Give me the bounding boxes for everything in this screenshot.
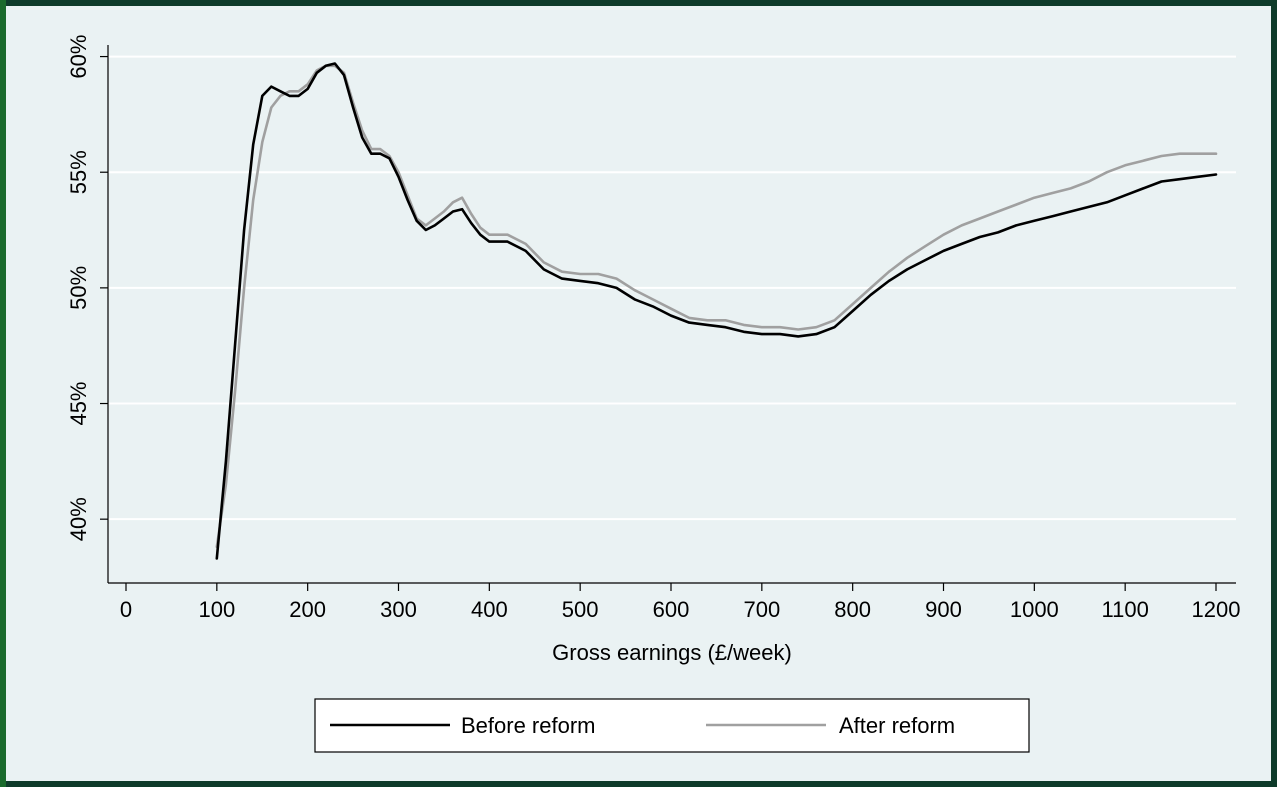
x-tick-label: 1200 — [1192, 597, 1241, 622]
legend-label: After reform — [839, 713, 955, 738]
x-axis-title: Gross earnings (£/week) — [552, 640, 792, 665]
y-tick-label: 45% — [66, 381, 91, 425]
line-chart: 40% 45% 50% 55% 60% 0 100 200 300 400 500 600 700 800… — [66, 35, 1240, 753]
x-tick-label: 1100 — [1102, 597, 1149, 622]
axes: 40% 45% 50% 55% 60% 0 100 200 300 400 500 600 700 800… — [66, 35, 1240, 622]
x-tick-label: 0 — [120, 597, 132, 622]
green-edge-stripe — [0, 0, 6, 787]
x-tick-label: 700 — [743, 597, 780, 622]
plot-area — [108, 45, 1236, 577]
y-tick-label: 55% — [66, 150, 91, 194]
x-tick-label: 500 — [562, 597, 599, 622]
y-tick-label: 50% — [66, 266, 91, 310]
x-tick-label: 400 — [471, 597, 508, 622]
y-tick-label: 60% — [66, 35, 91, 79]
x-tick-label: 1000 — [1010, 597, 1059, 622]
x-tick-label: 200 — [289, 597, 326, 622]
x-tick-label: 900 — [925, 597, 962, 622]
y-tick-label: 40% — [66, 497, 91, 541]
gridlines — [108, 55, 1236, 521]
x-tick-label: 800 — [834, 597, 871, 622]
x-tick-label: 300 — [380, 597, 417, 622]
series-lines — [215, 62, 1218, 560]
series-line-before-reform — [215, 62, 1218, 560]
legend-label: Before reform — [461, 713, 596, 738]
x-tick-label: 100 — [198, 597, 235, 622]
chart-panel: 40% 45% 50% 55% 60% 0 100 200 300 400 500 600 700 800… — [6, 6, 1271, 781]
x-tick-label: 600 — [653, 597, 690, 622]
legend: Before reform After reform — [314, 698, 1030, 753]
